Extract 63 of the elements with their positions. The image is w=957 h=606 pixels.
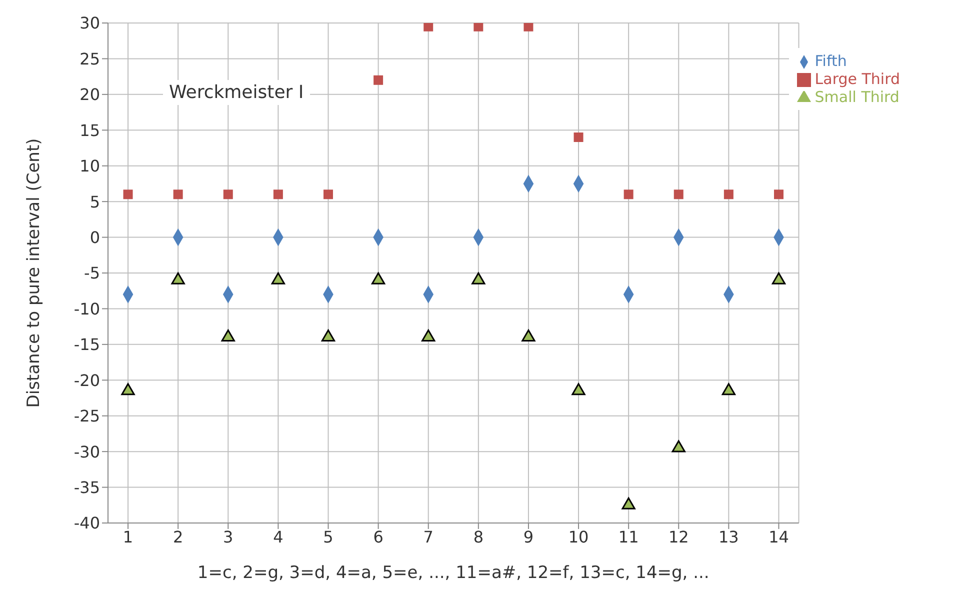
y-tick-label: -15	[74, 335, 100, 354]
x-tick-label: 9	[523, 527, 534, 546]
y-tick-label: -25	[74, 406, 100, 426]
legend-label: Small Third	[814, 88, 900, 106]
point	[774, 190, 784, 200]
legend-label: Fifth	[814, 52, 847, 70]
point	[572, 383, 586, 396]
point	[173, 190, 183, 200]
x-tick-label: 10	[568, 527, 589, 546]
point	[223, 190, 233, 200]
point	[422, 330, 436, 342]
y-tick-label: -20	[74, 370, 100, 390]
point	[323, 190, 333, 200]
x-tick-label: 1	[122, 527, 134, 546]
x-tick-label: 5	[323, 527, 334, 546]
point	[524, 23, 534, 32]
point	[474, 23, 484, 32]
y-tick-label: -40	[74, 514, 100, 533]
point	[171, 272, 185, 284]
point	[374, 75, 384, 85]
point	[271, 272, 286, 284]
x-tick-label: 7	[423, 527, 434, 546]
point	[121, 383, 135, 396]
y-tick-label: -30	[74, 442, 100, 462]
y-tick-label: 0	[90, 228, 100, 247]
y-tick-label: 25	[80, 49, 100, 68]
y-tick-label: -10	[74, 299, 100, 318]
x-tick-label: 6	[373, 527, 384, 546]
point	[472, 272, 486, 284]
point	[221, 330, 235, 342]
x-tick-label: 12	[668, 527, 689, 546]
y-tick-label: 30	[80, 14, 100, 33]
point	[622, 497, 636, 510]
point	[624, 190, 634, 200]
y-tick-label: 20	[80, 85, 100, 104]
x-tick-label: 13	[718, 527, 739, 546]
point	[522, 330, 536, 342]
y-tick-label: 10	[80, 156, 100, 176]
point	[772, 272, 786, 284]
point	[674, 190, 684, 200]
point	[123, 190, 133, 200]
point	[724, 190, 734, 200]
point	[424, 23, 434, 32]
y-tick-label: -35	[74, 478, 100, 497]
point	[722, 383, 736, 396]
x-tick-label: 4	[273, 527, 284, 546]
legend-label: Large Third	[814, 70, 900, 88]
x-axis-title: 1=c, 2=g, 3=d, 4=a, 5=e, ..., 11=a#, 12=f, 13=c, 14=g, ...	[197, 563, 710, 583]
point	[574, 132, 584, 142]
point	[321, 330, 336, 342]
x-tick-label: 8	[473, 527, 484, 546]
annotation: Werckmeister I	[163, 80, 310, 105]
x-tick-label: 2	[172, 527, 184, 546]
point	[672, 440, 686, 452]
y-tick-label: 5	[90, 192, 100, 212]
x-tick-label: 11	[618, 527, 639, 546]
y-tick-label: 15	[80, 120, 100, 140]
x-tick-label: 3	[223, 527, 234, 546]
point	[273, 190, 283, 200]
y-axis-title: Distance to pure interval (Cent)	[24, 138, 44, 408]
y-tick-label: -5	[84, 264, 100, 283]
x-tick-label: 14	[768, 527, 789, 546]
point	[371, 272, 386, 284]
